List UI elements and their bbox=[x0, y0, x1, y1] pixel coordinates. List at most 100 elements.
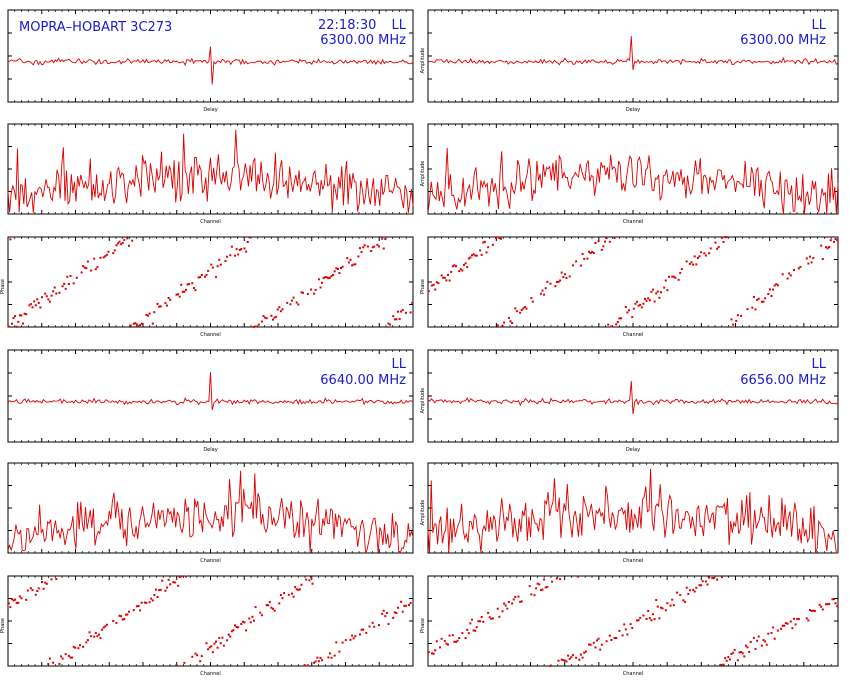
phase-point bbox=[471, 254, 473, 257]
phase-point bbox=[267, 604, 270, 607]
phase-point bbox=[42, 587, 45, 590]
phase-point bbox=[216, 265, 219, 268]
phase-point bbox=[809, 609, 811, 611]
phase-point bbox=[211, 651, 214, 654]
plot-frame bbox=[7, 462, 414, 554]
phase-point bbox=[828, 603, 831, 606]
phase-point bbox=[18, 595, 21, 598]
phase-point bbox=[177, 293, 180, 296]
phase-point bbox=[588, 643, 590, 646]
phase-point bbox=[243, 247, 246, 250]
phase-point bbox=[265, 317, 268, 320]
phase-point bbox=[793, 269, 795, 272]
phase-point bbox=[754, 308, 757, 311]
phase-point bbox=[560, 271, 563, 274]
phase-point bbox=[194, 289, 197, 292]
phase-point bbox=[39, 306, 42, 309]
phase-point bbox=[64, 653, 67, 656]
phase-point bbox=[354, 635, 357, 638]
phase-point bbox=[359, 633, 361, 636]
phase-point bbox=[98, 633, 100, 636]
phase-point bbox=[456, 639, 459, 642]
phase-point bbox=[48, 657, 51, 660]
phase-point bbox=[213, 642, 216, 645]
phase-point bbox=[666, 602, 669, 605]
phase-point bbox=[644, 297, 646, 300]
delay-panel-2-right bbox=[427, 349, 839, 443]
phase-point bbox=[480, 253, 483, 256]
phase-point bbox=[688, 262, 691, 265]
phase-point bbox=[448, 634, 451, 637]
phase-point bbox=[365, 631, 368, 634]
phase-point bbox=[124, 613, 127, 616]
phase-point bbox=[661, 607, 664, 610]
phase-point bbox=[833, 598, 835, 601]
phase-point bbox=[685, 260, 688, 263]
phase-point bbox=[306, 293, 309, 295]
phase-point bbox=[480, 616, 483, 618]
phase-point bbox=[295, 301, 298, 304]
phase-point bbox=[177, 584, 180, 587]
phase-point bbox=[332, 273, 335, 276]
phase-point bbox=[690, 261, 693, 264]
phase-point bbox=[735, 319, 738, 322]
y-axis-label: Amplitude bbox=[420, 388, 426, 414]
phase-panel-1-left bbox=[7, 236, 414, 328]
phase-point bbox=[642, 614, 645, 617]
phase-point bbox=[44, 581, 47, 584]
phase-point bbox=[90, 269, 93, 272]
phase-point bbox=[589, 252, 592, 254]
phase-point bbox=[786, 622, 789, 625]
phase-point bbox=[519, 311, 522, 314]
phase-point bbox=[158, 305, 161, 308]
phase-point bbox=[161, 579, 164, 582]
phase-point bbox=[496, 607, 499, 610]
phase-point bbox=[150, 597, 153, 600]
phase-point bbox=[725, 659, 728, 662]
phase-point bbox=[716, 247, 719, 250]
phase-panel-2-right bbox=[427, 575, 839, 667]
phase-point bbox=[746, 646, 749, 649]
phase-point bbox=[752, 296, 755, 298]
phase-point bbox=[221, 636, 224, 639]
phase-point bbox=[570, 656, 573, 659]
phase-point bbox=[382, 609, 385, 612]
phase-point bbox=[692, 263, 695, 266]
phase-point bbox=[655, 292, 658, 295]
phase-point bbox=[11, 322, 13, 325]
phase-point bbox=[488, 616, 491, 619]
phase-point bbox=[461, 269, 464, 272]
phase-point bbox=[151, 322, 154, 325]
freq-label-1l: 6300.00 MHz bbox=[320, 33, 406, 48]
phase-point bbox=[443, 639, 446, 642]
phase-point bbox=[498, 237, 501, 239]
phase-point bbox=[596, 639, 598, 642]
phase-point bbox=[813, 610, 816, 612]
phase-point bbox=[260, 614, 263, 617]
phase-point bbox=[15, 601, 18, 604]
phase-point bbox=[789, 274, 792, 277]
phase-point bbox=[22, 322, 24, 325]
phase-point bbox=[491, 243, 494, 246]
phase-point bbox=[403, 604, 406, 607]
phase-point bbox=[254, 325, 257, 328]
phase-point bbox=[340, 267, 342, 269]
phase-point bbox=[796, 617, 799, 620]
phase-point bbox=[310, 576, 312, 579]
phase-point bbox=[647, 297, 650, 300]
phase-point bbox=[357, 255, 360, 258]
phase-point bbox=[113, 249, 116, 252]
phase-point bbox=[648, 617, 651, 620]
phase-point bbox=[551, 580, 554, 583]
phase-point bbox=[140, 322, 143, 325]
phase-point bbox=[12, 316, 15, 319]
phase-point bbox=[325, 276, 328, 279]
phase-point bbox=[275, 315, 278, 318]
phase-point bbox=[434, 288, 437, 291]
phase-point bbox=[602, 245, 605, 248]
phase-point bbox=[525, 307, 528, 310]
phase-point bbox=[15, 325, 18, 328]
phase-point bbox=[472, 629, 475, 632]
phase-point bbox=[18, 314, 21, 317]
phase-point bbox=[224, 260, 227, 262]
